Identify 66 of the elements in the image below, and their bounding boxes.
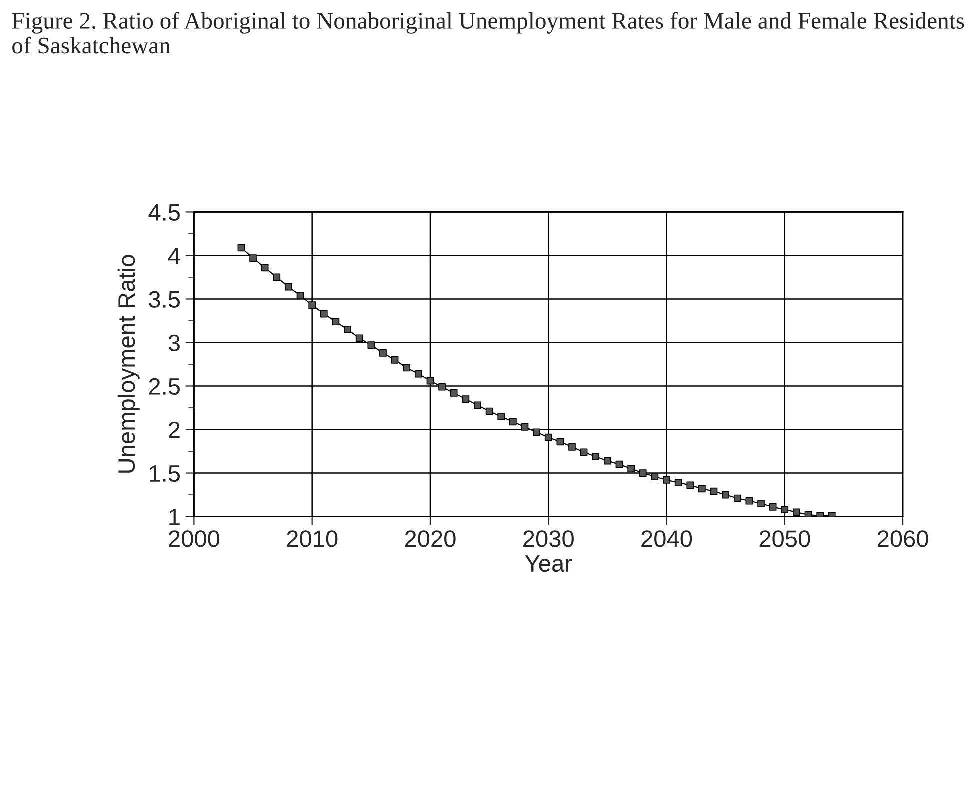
point bbox=[261, 264, 269, 272]
point bbox=[556, 438, 564, 446]
point bbox=[308, 302, 316, 310]
point bbox=[426, 377, 434, 385]
point bbox=[758, 500, 765, 508]
point bbox=[403, 364, 411, 372]
point bbox=[296, 292, 304, 300]
point bbox=[344, 326, 352, 334]
x-tick-label: 2030 bbox=[524, 530, 574, 548]
point bbox=[498, 413, 506, 420]
point bbox=[380, 350, 387, 357]
y-tick-label: 1 bbox=[170, 509, 180, 526]
chart-title: Figure 2. Ratio of Aboriginal to Nonaboriginal Unemployment Rates for Male and Female Residents of Saskatchewan bbox=[12, 12, 964, 54]
y-tick-label: 3.5 bbox=[149, 291, 180, 308]
point bbox=[674, 479, 682, 487]
point bbox=[438, 383, 446, 391]
point bbox=[533, 428, 540, 436]
point bbox=[509, 418, 517, 426]
x-tick-label: 2050 bbox=[760, 530, 810, 548]
point bbox=[722, 491, 730, 499]
point bbox=[414, 370, 422, 378]
point bbox=[285, 283, 292, 291]
y-tick-label: 2.5 bbox=[149, 378, 180, 396]
point bbox=[568, 443, 576, 451]
x-tick-label: 2000 bbox=[169, 530, 220, 548]
point bbox=[356, 334, 364, 342]
y-tick-label: 2 bbox=[169, 422, 180, 438]
point bbox=[710, 488, 718, 496]
y-axis-title: Unemployment Ratio bbox=[118, 255, 140, 473]
point bbox=[651, 473, 659, 480]
point bbox=[486, 408, 494, 416]
point bbox=[592, 453, 600, 460]
point bbox=[793, 508, 800, 516]
point bbox=[250, 254, 257, 262]
x-tick-label: 2020 bbox=[405, 530, 456, 548]
point bbox=[639, 470, 647, 477]
y-tick-label: 4 bbox=[168, 248, 180, 264]
point bbox=[781, 506, 789, 514]
point bbox=[580, 448, 588, 456]
point bbox=[698, 485, 706, 493]
point bbox=[604, 457, 612, 465]
y-tick-label: 3 bbox=[168, 334, 180, 352]
y-tick-label: 4.5 bbox=[148, 204, 180, 222]
y-tick-label: 1.5 bbox=[150, 466, 180, 482]
point bbox=[521, 423, 529, 431]
point bbox=[663, 476, 670, 484]
x-tick-label: 2060 bbox=[878, 530, 928, 548]
point bbox=[746, 497, 754, 505]
point bbox=[273, 274, 281, 282]
point bbox=[544, 434, 552, 442]
point bbox=[628, 465, 635, 473]
point bbox=[474, 402, 482, 410]
point bbox=[616, 460, 624, 468]
x-axis-title: Year bbox=[525, 556, 572, 572]
x-tick-label: 2010 bbox=[287, 530, 338, 548]
point bbox=[462, 396, 470, 403]
point bbox=[332, 318, 340, 326]
point bbox=[450, 390, 458, 397]
point bbox=[686, 482, 694, 490]
point bbox=[238, 244, 246, 252]
point bbox=[734, 494, 742, 502]
point bbox=[391, 356, 399, 364]
point bbox=[368, 342, 376, 350]
point bbox=[769, 504, 777, 511]
point bbox=[320, 310, 328, 318]
x-tick-label: 2040 bbox=[642, 530, 692, 548]
